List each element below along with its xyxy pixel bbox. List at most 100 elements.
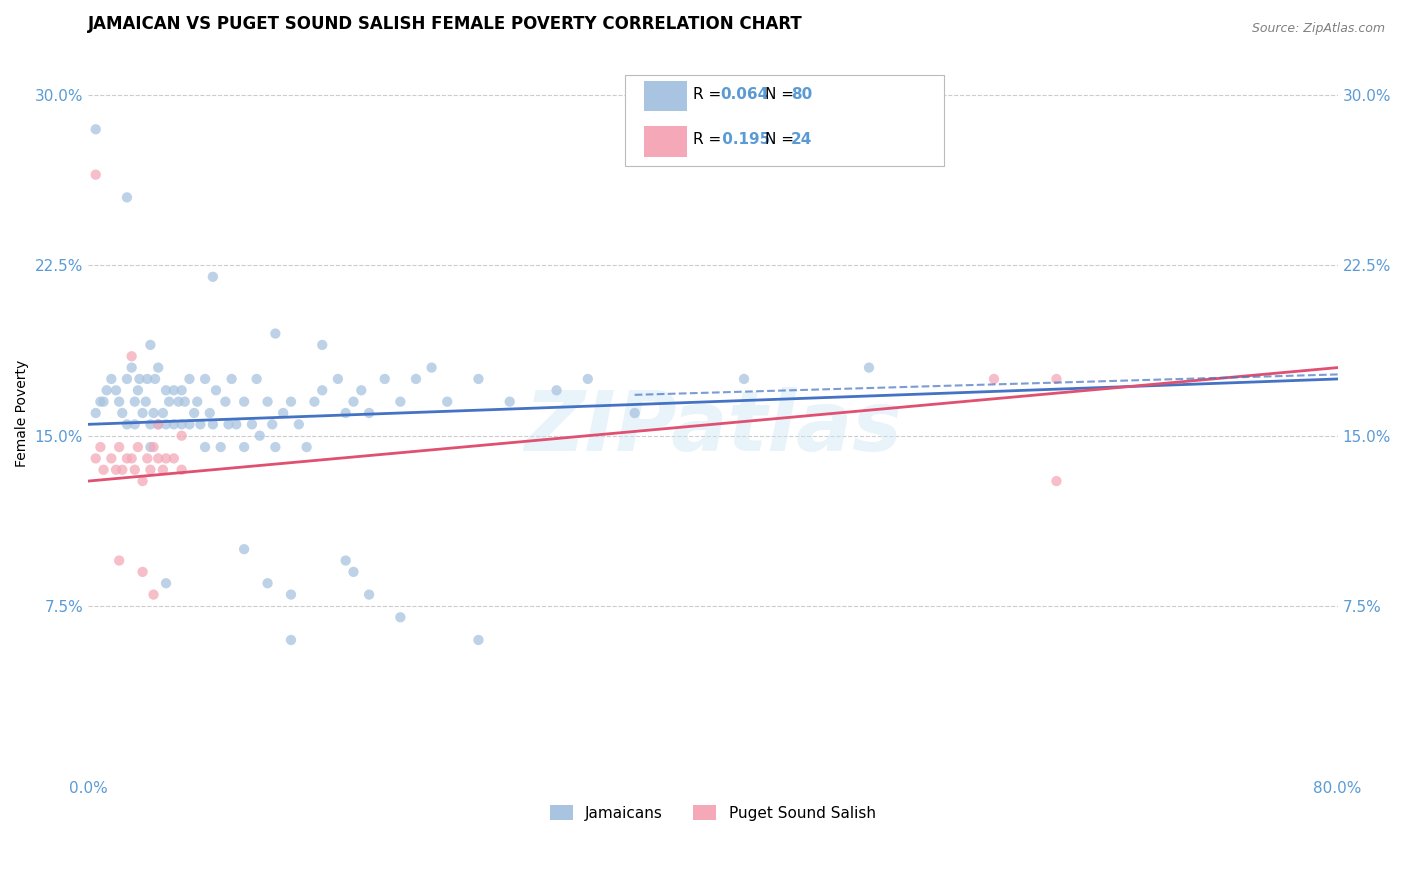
Text: R =: R = (693, 87, 725, 102)
Text: 24: 24 (790, 132, 813, 147)
Text: N =: N = (765, 132, 799, 147)
Point (264, 440, 287, 454)
Point (623, 406, 645, 420)
Text: R =: R = (693, 132, 725, 147)
Point (142, 440, 165, 454)
Point (205, 384, 228, 398)
Point (131, 474, 153, 488)
Point (271, 406, 294, 420)
Point (89, 440, 111, 454)
Point (280, 588, 302, 602)
Y-axis label: Female Poverty: Female Poverty (15, 359, 30, 467)
Point (225, 417, 247, 432)
Text: N =: N = (765, 87, 799, 102)
Point (108, 553, 131, 567)
Point (124, 394, 146, 409)
FancyBboxPatch shape (644, 126, 686, 157)
Point (127, 384, 149, 398)
FancyBboxPatch shape (644, 80, 686, 112)
Point (170, 463, 193, 477)
Text: Source: ZipAtlas.com: Source: ZipAtlas.com (1251, 22, 1385, 36)
Point (152, 406, 174, 420)
Point (100, 372, 122, 386)
Point (139, 338, 162, 352)
Point (170, 428, 193, 442)
Point (152, 463, 174, 477)
Point (436, 394, 458, 409)
Point (467, 632, 489, 647)
Point (256, 576, 278, 591)
Point (121, 349, 143, 363)
Point (136, 451, 159, 466)
Point (108, 394, 131, 409)
Point (264, 326, 287, 341)
Point (93, 463, 115, 477)
Legend: Jamaicans, Puget Sound Salish: Jamaicans, Puget Sound Salish (544, 798, 882, 827)
Point (198, 406, 221, 420)
Point (733, 372, 755, 386)
Point (155, 451, 177, 466)
Point (858, 360, 880, 375)
Point (218, 417, 240, 432)
FancyBboxPatch shape (626, 75, 943, 166)
Point (139, 440, 162, 454)
Point (256, 394, 278, 409)
Point (221, 372, 243, 386)
Point (155, 417, 177, 432)
Point (209, 440, 232, 454)
Point (499, 394, 522, 409)
Point (304, 394, 326, 409)
Point (233, 394, 256, 409)
Point (405, 372, 427, 386)
Point (111, 463, 134, 477)
Point (163, 451, 186, 466)
Point (214, 394, 236, 409)
Point (100, 451, 122, 466)
Point (96, 384, 118, 398)
Point (342, 394, 364, 409)
Point (124, 463, 146, 477)
Point (108, 440, 131, 454)
Point (576, 372, 599, 386)
Point (173, 394, 195, 409)
Text: 0.064: 0.064 (720, 87, 768, 102)
Point (115, 417, 138, 432)
Point (335, 406, 357, 420)
Point (190, 417, 212, 432)
Point (89, 394, 111, 409)
Point (148, 417, 170, 432)
Point (131, 406, 153, 420)
Point (359, 406, 381, 420)
Text: 80: 80 (790, 87, 813, 102)
Point (335, 553, 357, 567)
Point (186, 394, 208, 409)
Point (115, 190, 138, 204)
Text: JAMAICAN VS PUGET SOUND SALISH FEMALE POVERTY CORRELATION CHART: JAMAICAN VS PUGET SOUND SALISH FEMALE PO… (89, 15, 803, 33)
Text: ZIPatlas: ZIPatlas (524, 387, 901, 468)
Point (167, 394, 190, 409)
Point (131, 565, 153, 579)
Point (105, 384, 128, 398)
Point (84, 406, 107, 420)
Point (135, 394, 157, 409)
Point (128, 372, 150, 386)
Point (311, 338, 333, 352)
Point (201, 269, 224, 284)
Point (121, 451, 143, 466)
Point (115, 451, 138, 466)
Point (546, 384, 568, 398)
Point (105, 463, 128, 477)
Point (983, 372, 1005, 386)
Point (136, 372, 159, 386)
Point (467, 372, 489, 386)
Point (1045, 372, 1067, 386)
Point (84, 451, 107, 466)
Point (163, 384, 186, 398)
Point (359, 588, 381, 602)
Point (420, 360, 443, 375)
Point (201, 417, 224, 432)
Point (115, 372, 138, 386)
Point (342, 565, 364, 579)
Point (233, 542, 256, 557)
Point (179, 372, 201, 386)
